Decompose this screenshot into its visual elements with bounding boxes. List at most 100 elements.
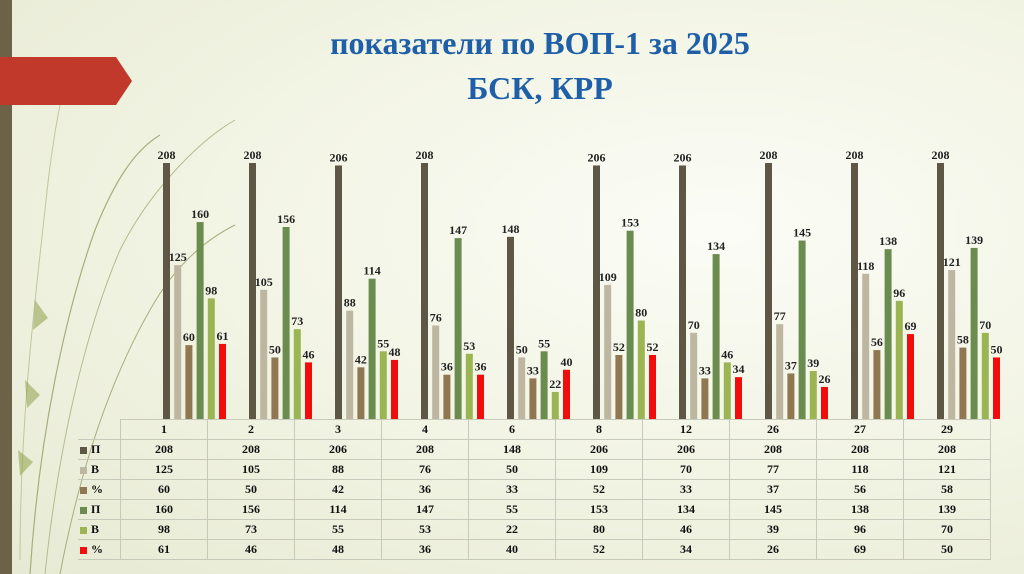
bar-3-s2 xyxy=(357,367,365,419)
table-cell: 208 xyxy=(903,439,991,460)
data-label-29-s0: 208 xyxy=(932,148,950,162)
bar-3-s3 xyxy=(368,278,376,419)
category-label: 4 xyxy=(381,419,469,440)
data-label-1-s2: 60 xyxy=(183,330,195,344)
data-label-3-s4: 55 xyxy=(377,336,389,350)
table-row: П 208 208 206 208 148 206 206 208 208 208 xyxy=(78,439,991,460)
bar-6-s5 xyxy=(563,369,570,419)
left-accent-bar xyxy=(0,0,12,574)
table-row: % 61 46 48 36 40 52 34 26 69 50 xyxy=(78,539,991,560)
data-label-8-s0: 206 xyxy=(588,150,606,164)
table-cell: 58 xyxy=(903,479,991,500)
table-corner xyxy=(78,419,121,440)
data-label-2-s0: 208 xyxy=(244,148,262,162)
table-cell: 118 xyxy=(816,459,904,480)
data-label-27-s5: 69 xyxy=(905,319,917,333)
category-label: 29 xyxy=(903,419,991,440)
data-label-2-s3: 156 xyxy=(277,212,295,226)
data-label-1-s4: 98 xyxy=(205,283,217,297)
table-cell: 96 xyxy=(816,519,904,540)
table-cell: 50 xyxy=(903,539,991,560)
data-label-27-s4: 96 xyxy=(893,286,905,300)
table-cell: 208 xyxy=(381,439,469,460)
bar-29-s4 xyxy=(981,332,989,419)
table-cell: 52 xyxy=(555,479,643,500)
table-cell: 114 xyxy=(294,499,382,520)
table-row: В 125 105 88 76 50 109 70 77 118 121 xyxy=(78,459,991,480)
category-label: 2 xyxy=(207,419,295,440)
legend-swatch xyxy=(80,526,87,534)
data-label-1-s5: 61 xyxy=(217,329,229,343)
table-cell: 46 xyxy=(207,539,295,560)
category-label: 12 xyxy=(642,419,730,440)
data-label-8-s4: 80 xyxy=(635,306,647,320)
data-label-4-s0: 208 xyxy=(416,148,434,162)
table-cell: 52 xyxy=(555,539,643,560)
data-label-3-s5: 48 xyxy=(389,345,401,359)
bar-27-s5 xyxy=(907,334,914,419)
data-label-29-s4: 70 xyxy=(979,318,991,332)
bar-4-s5 xyxy=(477,374,484,419)
legend-swatch xyxy=(80,546,87,554)
data-label-26-s4: 39 xyxy=(807,356,819,370)
table-header-row: 1 2 3 4 6 8 12 26 27 29 xyxy=(78,419,991,440)
bar-4-s2 xyxy=(443,374,451,419)
data-label-12-s4: 46 xyxy=(721,347,733,361)
table-cell: 37 xyxy=(729,479,817,500)
table-cell: 147 xyxy=(381,499,469,520)
table-cell: 70 xyxy=(642,459,730,480)
table-cell: 109 xyxy=(555,459,643,480)
table-cell: 98 xyxy=(120,519,208,540)
bar-27-s4 xyxy=(895,300,903,419)
data-label-8-s3: 153 xyxy=(621,216,639,230)
bar-2-s4 xyxy=(293,329,301,419)
bar-29-s0 xyxy=(937,163,944,419)
bar-29-s3 xyxy=(970,247,978,419)
bar-26-s3 xyxy=(798,240,806,419)
table-row: П 160 156 114 147 55 153 134 145 138 139 xyxy=(78,499,991,520)
data-label-3-s1: 88 xyxy=(344,296,356,310)
data-label-1-s3: 160 xyxy=(191,207,209,221)
table-cell: 80 xyxy=(555,519,643,540)
bar-26-s0 xyxy=(765,163,772,419)
bar-29-s1 xyxy=(948,270,956,419)
category-label: 1 xyxy=(120,419,208,440)
bar-2-s5 xyxy=(305,362,312,419)
table-cell: 148 xyxy=(468,439,556,460)
table-cell: 134 xyxy=(642,499,730,520)
data-label-27-s0: 208 xyxy=(846,148,864,162)
bar-8-s3 xyxy=(626,230,634,419)
table-cell: 153 xyxy=(555,499,643,520)
bar-8-s1 xyxy=(604,284,612,419)
table-cell: 42 xyxy=(294,479,382,500)
bar-1-s0 xyxy=(163,163,170,419)
data-label-2-s2: 50 xyxy=(269,342,281,356)
legend-swatch xyxy=(80,506,87,514)
data-label-12-s2: 33 xyxy=(699,363,711,377)
data-label-26-s3: 145 xyxy=(793,226,811,240)
data-label-29-s5: 50 xyxy=(991,342,1003,356)
bar-4-s4 xyxy=(465,353,473,419)
table-cell: 76 xyxy=(381,459,469,480)
table-cell: 61 xyxy=(120,539,208,560)
legend-label: П xyxy=(91,442,101,456)
legend-label: % xyxy=(91,482,103,496)
bar-6-s0 xyxy=(507,236,514,419)
bar-1-s5 xyxy=(219,343,226,419)
table-cell: 70 xyxy=(903,519,991,540)
arrow-banner xyxy=(0,57,132,105)
data-label-3-s2: 42 xyxy=(355,352,367,366)
bar-1-s4 xyxy=(207,298,215,419)
data-label-26-s5: 26 xyxy=(819,372,831,386)
legend-swatch xyxy=(80,466,87,474)
table-cell: 208 xyxy=(207,439,295,460)
table-cell: 40 xyxy=(468,539,556,560)
table-cell: 56 xyxy=(816,479,904,500)
bar-6-s2 xyxy=(529,378,537,419)
table-cell: 206 xyxy=(642,439,730,460)
bar-6-s3 xyxy=(540,351,548,419)
category-label: 6 xyxy=(468,419,556,440)
table-row: В 98 73 55 53 22 80 46 39 96 70 xyxy=(78,519,991,540)
data-label-3-s0: 206 xyxy=(330,150,348,164)
table-cell: 26 xyxy=(729,539,817,560)
